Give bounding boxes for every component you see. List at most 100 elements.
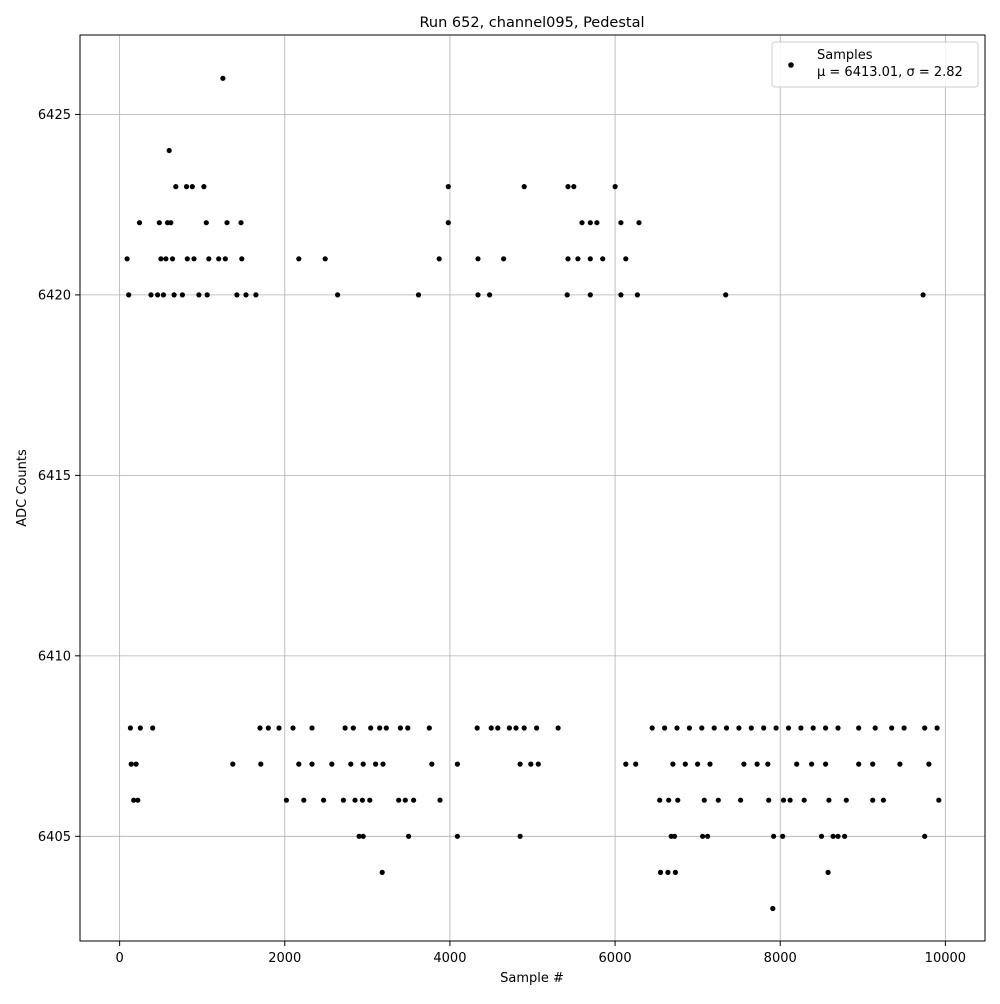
data-point [222,256,228,262]
data-point [741,761,747,767]
data-point [823,761,829,767]
data-point [649,725,655,731]
data-point [754,761,760,767]
data-point [454,833,460,839]
data-point [258,761,264,767]
data-point [506,725,512,731]
data-point [350,725,356,731]
data-point [156,220,162,226]
data-point [148,292,154,298]
data-point [206,256,212,262]
legend-marker [788,62,794,68]
data-point [700,833,706,839]
data-point [801,797,807,803]
data-point [513,725,519,731]
data-point [922,725,928,731]
data-point [426,725,432,731]
data-point [239,256,245,262]
data-point [133,761,139,767]
data-point [920,292,926,298]
data-point [810,725,816,731]
data-point [571,184,577,190]
x-axis-ticks: 0 2000 4000 6000 8000 10000 [115,941,966,966]
data-point [587,256,593,262]
data-point [809,761,815,767]
data-point [487,292,493,298]
data-point [818,833,825,839]
data-point [322,256,328,262]
data-point [360,833,366,839]
data-point [612,184,618,190]
data-point [872,725,878,731]
data-point [301,797,307,803]
x-axis-label: Sample # [500,971,564,986]
y-axis-label: ADC Counts [15,449,30,527]
data-point [168,220,174,226]
data-point [594,220,600,226]
data-point [579,220,585,226]
data-point [173,184,179,190]
data-point [787,797,793,803]
y-tick-label: 6420 [38,288,71,303]
data-point [163,256,169,262]
data-point [705,833,711,839]
data-point [587,292,593,298]
data-point [707,761,713,767]
data-point [830,833,836,839]
data-point [169,256,176,262]
data-point [360,761,366,767]
data-point [189,184,195,190]
data-point [335,292,341,298]
data-point [224,220,230,226]
data-point [201,184,207,190]
data-point [856,761,862,767]
data-point [711,725,717,731]
data-point [897,761,903,767]
data-point [475,256,481,262]
data-point [501,256,507,262]
y-tick-label: 6415 [38,469,71,484]
data-point [405,725,411,731]
data-point [220,75,226,81]
data-point [780,833,786,839]
x-tick-label: 4000 [433,951,466,966]
data-point [234,292,240,298]
data-point [348,761,354,767]
data-point [771,833,777,839]
data-point [191,256,197,262]
y-axis-ticks: 6405 6410 6415 6420 6425 [38,108,80,845]
data-point [150,725,156,731]
data-point [179,292,185,298]
data-point [517,761,523,767]
data-point [155,292,161,298]
data-point [766,797,772,803]
data-point [135,797,141,803]
data-point [843,797,849,803]
data-point [373,761,379,767]
data-point [794,761,800,767]
data-point [158,256,164,262]
data-point [675,797,681,803]
data-point [701,797,707,803]
data-point [636,220,642,226]
data-point [825,869,831,876]
data-point [715,797,721,803]
data-point [127,725,133,731]
data-point [309,725,315,731]
data-point [368,725,374,731]
data-point [723,292,729,298]
data-point [309,761,315,767]
data-point [136,220,143,226]
data-point [166,147,172,154]
data-point [290,725,296,731]
data-point [352,797,358,803]
data-point [565,184,571,190]
data-point [454,761,460,767]
data-point [230,761,236,767]
data-point [183,184,190,190]
data-point [367,797,373,803]
x-tick-label: 6000 [599,951,632,966]
legend: Samples μ = 6413.01, σ = 2.82 [771,41,979,88]
data-point [618,292,624,298]
data-point [406,833,412,839]
